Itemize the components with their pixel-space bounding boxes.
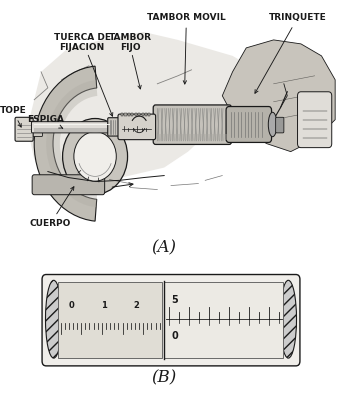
FancyBboxPatch shape	[153, 105, 232, 144]
Text: ESPIGA: ESPIGA	[27, 115, 64, 128]
FancyBboxPatch shape	[42, 275, 300, 366]
Wedge shape	[46, 80, 97, 207]
Bar	[157, 134, 227, 140]
Ellipse shape	[268, 112, 277, 137]
Bar	[145, 113, 147, 116]
Text: 0: 0	[172, 331, 179, 341]
Text: TAMBOR: TAMBOR	[108, 33, 152, 42]
FancyBboxPatch shape	[298, 92, 332, 148]
Text: TRINQUETE: TRINQUETE	[255, 14, 326, 93]
Bar	[138, 113, 140, 116]
Bar	[164, 282, 283, 358]
Text: TUERCA DE: TUERCA DE	[54, 33, 110, 42]
Text: 5: 5	[172, 295, 179, 305]
Polygon shape	[27, 32, 301, 184]
Circle shape	[74, 132, 116, 181]
Ellipse shape	[45, 280, 62, 358]
FancyBboxPatch shape	[31, 125, 42, 136]
Circle shape	[63, 119, 128, 194]
Bar	[131, 113, 133, 116]
Text: 0: 0	[69, 301, 75, 310]
Bar	[148, 113, 150, 116]
Text: TOPE: TOPE	[0, 107, 26, 127]
FancyBboxPatch shape	[276, 117, 284, 133]
Wedge shape	[34, 66, 97, 221]
Text: (A): (A)	[152, 239, 177, 256]
Bar	[34, 128, 110, 132]
Bar	[135, 113, 137, 116]
FancyBboxPatch shape	[31, 122, 112, 133]
FancyBboxPatch shape	[32, 175, 105, 195]
FancyBboxPatch shape	[118, 114, 156, 140]
Ellipse shape	[280, 280, 297, 358]
Text: 1: 1	[101, 301, 107, 310]
Text: CUERPO: CUERPO	[30, 187, 74, 228]
Bar	[124, 113, 127, 116]
Bar	[121, 113, 123, 116]
Text: FIJACION: FIJACION	[60, 43, 105, 51]
FancyBboxPatch shape	[226, 107, 272, 142]
Bar	[128, 113, 130, 116]
Text: FIJO: FIJO	[120, 43, 140, 51]
Text: TAMBOR MOVIL: TAMBOR MOVIL	[147, 14, 226, 84]
Text: 2: 2	[134, 301, 140, 310]
Text: (B): (B)	[152, 369, 177, 386]
Bar	[142, 113, 144, 116]
Bar	[58, 282, 162, 358]
FancyBboxPatch shape	[15, 117, 33, 141]
Polygon shape	[222, 40, 335, 152]
FancyBboxPatch shape	[108, 118, 121, 136]
